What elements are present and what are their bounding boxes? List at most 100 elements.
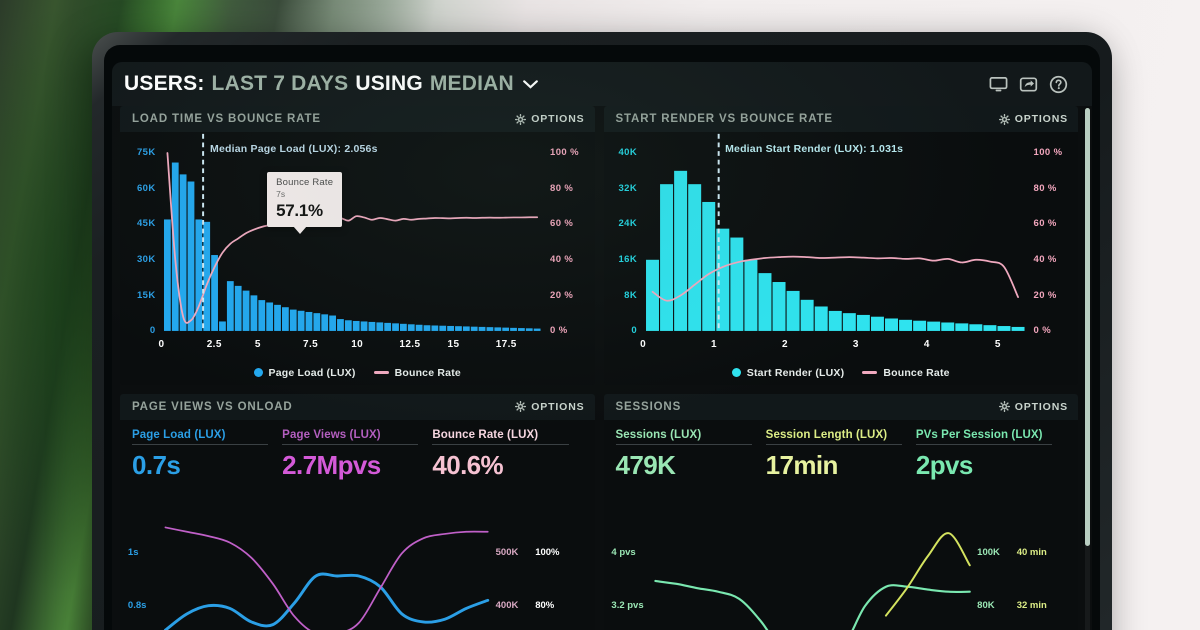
metric-label: Bounce Rate (LUX) xyxy=(432,428,539,441)
legend-label: Start Render (LUX) xyxy=(746,366,845,379)
page-title-using: USING xyxy=(355,72,423,95)
y-axis-tick-left: 0 xyxy=(149,325,156,337)
panel-header: LOAD TIME VS BOUNCE RATE OPTIONS xyxy=(120,106,595,132)
options-button[interactable]: OPTIONS xyxy=(998,401,1068,413)
x-axis-tick: 7.5 xyxy=(303,338,319,350)
y-axis-tick-left: 45K xyxy=(136,218,156,230)
metric-divider xyxy=(615,443,752,445)
panel-header: START RENDER VS BOUNCE RATE OPTIONS xyxy=(603,106,1078,132)
legend-label: Bounce Rate xyxy=(394,366,461,379)
vertical-scrollbar[interactable] xyxy=(1085,108,1090,630)
metric-value: 0.7s xyxy=(132,449,181,480)
metric-divider xyxy=(132,443,269,445)
mini-y-axis-tick-right-b: 40 min xyxy=(1016,547,1047,559)
panel-title: START RENDER VS BOUNCE RATE xyxy=(615,113,833,125)
legend-dot-icon xyxy=(253,368,263,377)
legend-dash-icon xyxy=(373,371,389,374)
metric-label: Page Load (LUX) xyxy=(132,428,226,441)
topbar-icon-group xyxy=(989,75,1068,94)
legend-dash-icon xyxy=(862,371,878,374)
y-axis-tick-right: 80 % xyxy=(550,182,574,194)
metric-divider xyxy=(282,443,419,445)
metric-divider xyxy=(765,443,902,445)
metric-value: 17min xyxy=(765,449,839,480)
panel-page-views-vs-onload: PAGE VIEWS VS ONLOAD OPTIONS Page Load (… xyxy=(120,393,595,630)
load-time-chart-canvas[interactable] xyxy=(120,132,595,385)
y-axis-tick-left: 60K xyxy=(136,182,156,194)
dashboard-screen: USERS: LAST 7 DAYS USING MEDIAN xyxy=(112,62,1092,630)
y-axis-tick-right: 60 % xyxy=(550,218,574,230)
tooltip-title: Bounce Rate xyxy=(276,177,334,189)
mini-y-axis-tick-right-a: 400K xyxy=(495,599,519,611)
legend-item-bounce-rate[interactable]: Bounce Rate xyxy=(373,366,461,379)
page-title[interactable]: USERS: LAST 7 DAYS USING MEDIAN xyxy=(124,72,538,96)
mini-y-axis-tick-left: 4 pvs xyxy=(611,547,636,559)
gear-icon xyxy=(515,401,527,412)
start-render-chart-canvas[interactable] xyxy=(604,132,1079,385)
sessions-mini-chart-canvas[interactable] xyxy=(604,498,1079,630)
y-axis-tick-right: 80 % xyxy=(1033,182,1057,194)
page-title-metric: MEDIAN xyxy=(429,72,514,95)
legend-label: Page Load (LUX) xyxy=(268,366,356,379)
panel-header: SESSIONS OPTIONS xyxy=(603,393,1078,420)
y-axis-tick-right: 100 % xyxy=(1033,147,1063,159)
metric-divider xyxy=(432,443,569,445)
legend-item-start-render[interactable]: Start Render (LUX) xyxy=(731,366,845,379)
legend-item-page-load[interactable]: Page Load (LUX) xyxy=(253,366,356,379)
page-title-range: LAST 7 DAYS xyxy=(211,72,349,95)
x-axis-tick: 2 xyxy=(781,338,788,350)
panel-sessions: SESSIONS OPTIONS Sessions (LUX) 479K xyxy=(603,393,1079,630)
legend-item-bounce-rate[interactable]: Bounce Rate xyxy=(862,366,950,379)
gear-icon xyxy=(515,113,527,125)
metric-page-views[interactable]: Page Views (LUX) 2.7Mpvs xyxy=(282,429,432,481)
y-axis-tick-right: 60 % xyxy=(1033,218,1057,230)
share-icon[interactable] xyxy=(1019,75,1038,94)
y-axis-tick-right: 0 % xyxy=(550,325,568,337)
y-axis-tick-left: 0 xyxy=(631,325,638,337)
page-views-mini-chart-canvas[interactable] xyxy=(120,498,595,630)
chart-tooltip: Bounce Rate 7s 57.1% xyxy=(267,172,343,235)
x-axis-tick: 3 xyxy=(852,338,859,350)
y-axis-tick-right: 20 % xyxy=(1033,289,1057,301)
options-button[interactable]: OPTIONS xyxy=(998,113,1068,125)
chart-legend: Page Load (LUX) Bounce Rate xyxy=(120,367,595,379)
chevron-down-icon[interactable] xyxy=(523,79,538,89)
mini-y-axis-tick-right-b: 80% xyxy=(535,599,555,611)
x-axis-tick: 12.5 xyxy=(399,338,421,350)
display-icon[interactable] xyxy=(989,75,1008,94)
metric-sessions[interactable]: Sessions (LUX) 479K xyxy=(615,429,766,481)
mini-chart-body-page-views: 0.6s0.8s1s300K400K500K60%80%100% xyxy=(120,498,595,630)
median-annotation-label: Median Page Load (LUX): 2.056s xyxy=(210,143,378,156)
x-axis-tick: 4 xyxy=(923,338,930,350)
metric-value: 479K xyxy=(615,449,676,480)
y-axis-tick-left: 24K xyxy=(618,218,638,230)
mini-y-axis-tick-right-a: 80K xyxy=(977,599,995,611)
metric-label: Page Views (LUX) xyxy=(282,428,381,441)
legend-dot-icon xyxy=(731,368,741,377)
metric-value: 2pvs xyxy=(915,449,973,480)
mini-y-axis-tick-right-a: 500K xyxy=(495,547,519,559)
metric-row: Sessions (LUX) 479K Session Length (LUX)… xyxy=(604,420,1079,481)
legend-label: Bounce Rate xyxy=(883,366,950,379)
scrollbar-thumb[interactable] xyxy=(1085,108,1090,547)
options-label: OPTIONS xyxy=(531,113,585,125)
metric-session-length[interactable]: Session Length (LUX) 17min xyxy=(765,428,916,481)
mini-y-axis-tick-right-a: 100K xyxy=(977,547,1000,559)
metric-page-load[interactable]: Page Load (LUX) 0.7s xyxy=(132,429,282,481)
y-axis-tick-left: 75K xyxy=(136,147,156,159)
mini-y-axis-tick-left: 0.8s xyxy=(127,599,147,611)
x-axis-tick: 10 xyxy=(351,338,364,350)
tooltip-value: 57.1% xyxy=(276,201,323,221)
metric-pvs-per-session[interactable]: PVs Per Session (LUX) 2pvs xyxy=(915,429,1066,481)
panel-start-render-vs-bounce-rate: START RENDER VS BOUNCE RATE OPTIONS 0 8K 1… xyxy=(603,106,1079,385)
chart-body-start-render: 0 8K 16K 24K 32K 40K 0 % 20 % 40 % 60 % 80 % 100 % 0… xyxy=(604,132,1079,385)
metric-label: Session Length (LUX) xyxy=(765,428,888,441)
help-icon[interactable] xyxy=(1049,75,1068,94)
x-axis-tick: 2.5 xyxy=(206,338,222,350)
panel-header: PAGE VIEWS VS ONLOAD OPTIONS xyxy=(120,393,595,420)
options-button[interactable]: OPTIONS xyxy=(515,113,584,125)
y-axis-tick-right: 20 % xyxy=(550,289,574,301)
options-button[interactable]: OPTIONS xyxy=(515,401,584,413)
metric-bounce-rate[interactable]: Bounce Rate (LUX) 40.6% xyxy=(432,429,582,481)
